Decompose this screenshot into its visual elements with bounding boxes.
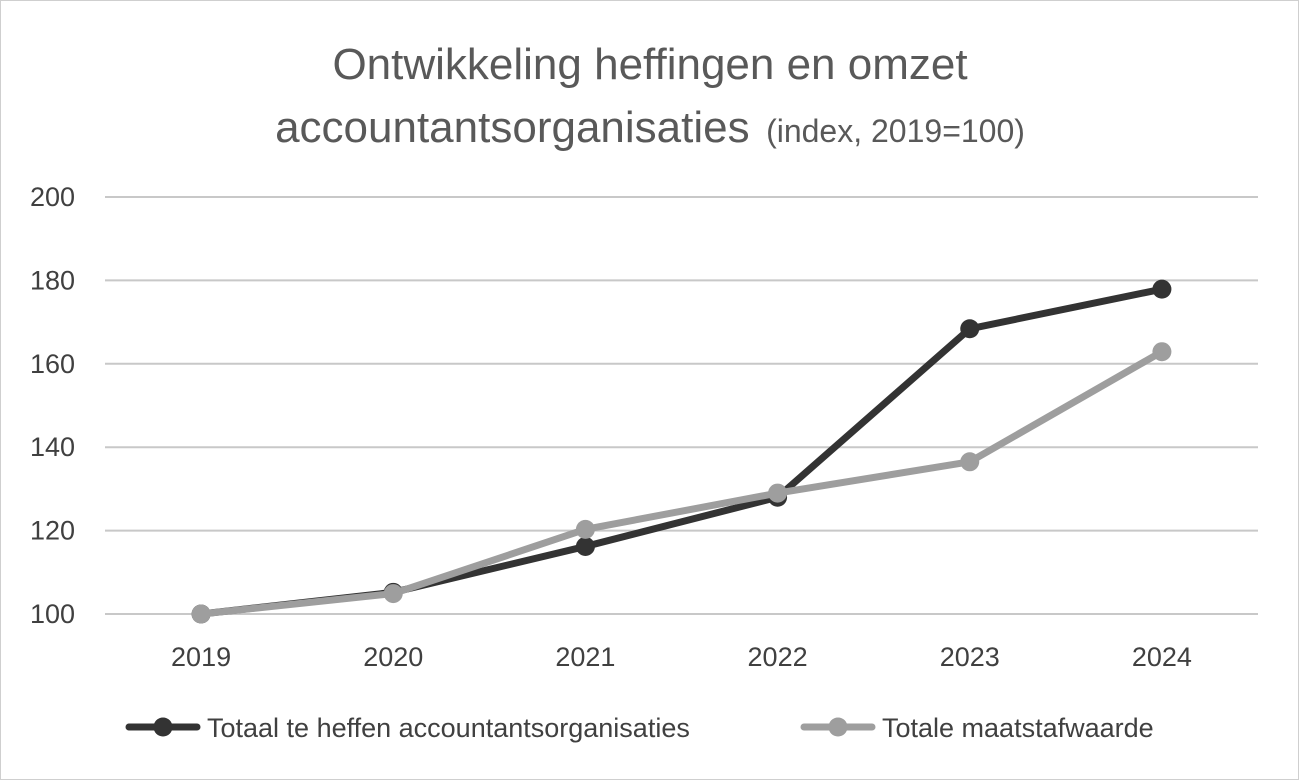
legend: Totaal te heffen accountantsorganisaties… bbox=[125, 713, 1154, 743]
series-1 bbox=[191, 279, 1172, 624]
y-tick-label: 140 bbox=[30, 432, 75, 462]
y-axis-ticks: 100 120 140 160 180 200 bbox=[30, 182, 75, 629]
legend-swatch-marker bbox=[828, 717, 848, 737]
x-tick-label: 2020 bbox=[363, 642, 423, 672]
series-line bbox=[197, 285, 1166, 618]
y-tick-label: 120 bbox=[30, 516, 75, 546]
legend-swatch-marker bbox=[153, 717, 173, 737]
x-tick-label: 2024 bbox=[1132, 642, 1192, 672]
chart-title-line2-main: accountantsorganisaties bbox=[275, 103, 750, 152]
chart-subtitle: (index, 2019=100) bbox=[766, 113, 1025, 149]
legend-label: Totaal te heffen accountantsorganisaties bbox=[207, 713, 690, 743]
y-tick-label: 100 bbox=[30, 599, 75, 629]
y-tick-label: 180 bbox=[30, 265, 75, 295]
chart-title-line2: accountantsorganisaties (index, 2019=100… bbox=[275, 103, 1025, 152]
data-point bbox=[383, 584, 403, 604]
y-tick-label: 200 bbox=[30, 182, 75, 212]
x-axis-ticks: 2019 2020 2021 2022 2023 2024 bbox=[171, 642, 1192, 672]
data-point bbox=[575, 519, 595, 539]
data-point bbox=[960, 319, 980, 339]
legend-item: Totale maatstafwaarde bbox=[800, 713, 1154, 743]
data-point bbox=[768, 483, 788, 503]
legend-item: Totaal te heffen accountantsorganisaties bbox=[125, 713, 690, 743]
data-point bbox=[960, 452, 980, 472]
x-tick-label: 2019 bbox=[171, 642, 231, 672]
data-point bbox=[1152, 342, 1172, 362]
x-tick-label: 2023 bbox=[940, 642, 1000, 672]
gridlines bbox=[105, 196, 1258, 615]
x-tick-label: 2021 bbox=[555, 642, 615, 672]
chart-title-line1: Ontwikkeling heffingen en omzet bbox=[332, 40, 967, 89]
y-tick-label: 160 bbox=[30, 349, 75, 379]
data-point bbox=[1152, 279, 1172, 299]
series-2 bbox=[191, 342, 1172, 624]
legend-label: Totale maatstafwaarde bbox=[882, 713, 1154, 743]
series-line bbox=[197, 348, 1166, 618]
x-tick-label: 2022 bbox=[748, 642, 808, 672]
data-point bbox=[191, 604, 211, 624]
data-point bbox=[575, 536, 595, 556]
series-lines bbox=[191, 279, 1172, 624]
